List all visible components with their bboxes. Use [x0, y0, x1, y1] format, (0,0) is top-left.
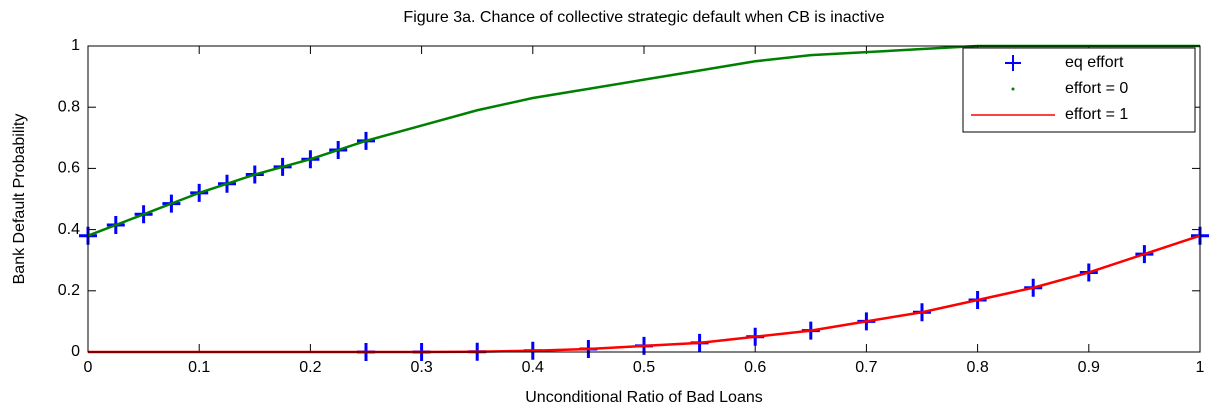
- legend-marker: [1011, 87, 1015, 91]
- x-tick-label: 0.9: [1078, 359, 1100, 376]
- y-tick-label: 0.2: [58, 282, 80, 299]
- x-tick-label: 0.6: [744, 359, 766, 376]
- chart-title: Figure 3a. Chance of collective strategi…: [403, 9, 884, 26]
- x-tick-label: 0: [84, 359, 93, 376]
- x-tick-label: 0.8: [966, 359, 988, 376]
- x-axis-label: Unconditional Ratio of Bad Loans: [525, 389, 763, 406]
- plot-frame: [87, 45, 1201, 353]
- x-tick-label: 0.5: [633, 359, 655, 376]
- y-tick-label: 0.4: [58, 221, 80, 238]
- x-tick-label: 1: [1196, 359, 1205, 376]
- legend-label: eq effort: [1065, 54, 1124, 71]
- legend-label: effort = 1: [1065, 106, 1128, 123]
- y-tick-label: 0.6: [58, 160, 80, 177]
- y-tick-label: 0: [71, 343, 80, 360]
- y-tick-label: 1: [71, 37, 80, 54]
- legend-label: effort = 0: [1065, 80, 1128, 97]
- legend-marker: [1005, 55, 1021, 71]
- x-tick-label: 0.3: [410, 359, 432, 376]
- y-axis-label: Bank Default Probability: [11, 114, 28, 285]
- y-tick-label: 0.8: [58, 98, 80, 115]
- x-tick-label: 0.7: [855, 359, 877, 376]
- x-tick-label: 0.4: [522, 359, 544, 376]
- legend-box: [962, 47, 1196, 133]
- x-tick-label: 0.2: [299, 359, 321, 376]
- x-tick-label: 0.1: [188, 359, 210, 376]
